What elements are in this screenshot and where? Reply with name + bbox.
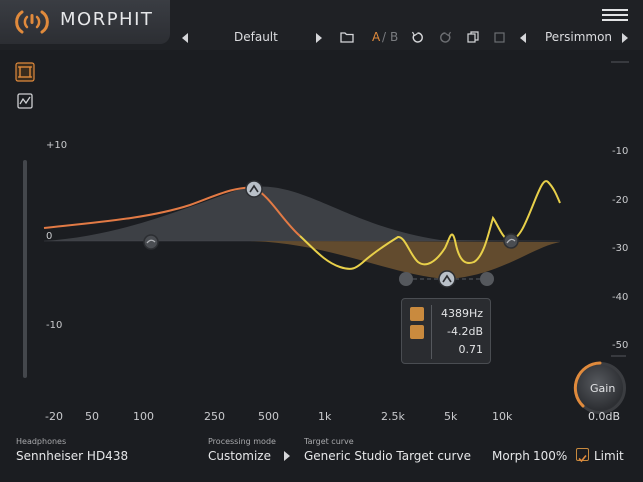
redo-icon[interactable]	[439, 31, 452, 44]
power-icon[interactable]	[410, 325, 424, 339]
processing-mode-arrow-icon[interactable]	[284, 451, 290, 461]
headphones-value[interactable]: Sennheiser HD438	[16, 449, 129, 463]
node-info-popup: 4389Hz -4.2dB 0.71	[401, 298, 491, 364]
ab-b-toggle[interactable]: B	[390, 30, 399, 44]
scale-label-minus50: -50	[612, 340, 629, 351]
footer-bar	[0, 430, 643, 482]
node-gain[interactable]: -4.2dB	[447, 325, 483, 338]
ab-separator: /	[382, 30, 387, 44]
eq-graph[interactable]	[0, 0, 643, 430]
preset-next-icon[interactable]	[316, 33, 322, 43]
freq-label: -20	[45, 410, 63, 423]
morph-value[interactable]: 100%	[533, 449, 568, 463]
folder-icon[interactable]	[340, 31, 354, 43]
q-handle-left[interactable]	[399, 272, 413, 286]
gain-value: 0.0dB	[588, 410, 621, 423]
paste-icon[interactable]	[494, 31, 505, 43]
target-curve-label: Target curve	[304, 437, 354, 446]
db-label-zero: 0	[46, 231, 53, 242]
check-icon	[578, 454, 587, 463]
curve-view-icon[interactable]	[15, 91, 35, 111]
freq-label: 10k	[492, 410, 513, 423]
freq-label: 5k	[444, 410, 458, 423]
freq-label: 1k	[318, 410, 332, 423]
ab-a-toggle[interactable]: A	[372, 30, 381, 44]
eq-node-2[interactable]	[245, 180, 263, 198]
gain-arc	[573, 361, 602, 408]
freq-label: 250	[204, 410, 225, 423]
eq-node-1[interactable]	[143, 234, 159, 250]
target-curve-value[interactable]: Generic Studio Target curve	[304, 449, 471, 463]
db-label-minus10: -10	[46, 320, 63, 331]
target-preset-name[interactable]: Persimmon	[545, 30, 613, 44]
preset-prev-icon[interactable]	[182, 33, 188, 43]
app-title-tab	[0, 0, 170, 44]
logo-icon	[15, 10, 49, 34]
app-title: MORPHIT	[60, 9, 154, 30]
scale-label-minus10: -10	[612, 146, 629, 157]
db-label-plus10: +10	[46, 140, 68, 151]
processing-mode-value[interactable]: Customize	[208, 449, 271, 463]
node-frequency[interactable]: 4389Hz	[440, 307, 483, 320]
freq-label: 2.5k	[381, 410, 405, 423]
scale-label-minus20: -20	[612, 195, 629, 206]
limit-checkbox[interactable]	[576, 448, 589, 463]
undo-icon[interactable]	[411, 31, 424, 44]
eq-node-selected[interactable]	[438, 270, 456, 288]
copy-icon[interactable]	[467, 31, 479, 43]
limit-label: Limit	[594, 449, 624, 463]
target-next-icon[interactable]	[622, 33, 628, 43]
output-level-slider[interactable]	[23, 160, 27, 378]
target-prev-icon[interactable]	[520, 33, 526, 43]
processing-mode-label: Processing mode	[208, 437, 276, 446]
freq-label: 100	[133, 410, 154, 423]
node-q[interactable]: 0.71	[458, 343, 484, 356]
q-handle-right[interactable]	[480, 272, 494, 286]
gain-label: Gain	[590, 382, 616, 395]
eq-node-4[interactable]	[503, 233, 519, 249]
headphones-label: Headphones	[16, 437, 67, 446]
hamburger-menu-icon[interactable]	[602, 9, 628, 27]
crop-tool-icon[interactable]	[15, 62, 35, 82]
scale-label-minus30: -30	[612, 243, 629, 254]
preset-name[interactable]: Default	[234, 30, 278, 44]
scale-label-minus40: -40	[612, 292, 629, 303]
pin-icon[interactable]	[410, 307, 424, 321]
freq-label: 50	[85, 410, 99, 423]
freq-label: 500	[258, 410, 279, 423]
popup-divider	[431, 305, 432, 359]
morph-label: Morph	[492, 449, 530, 463]
